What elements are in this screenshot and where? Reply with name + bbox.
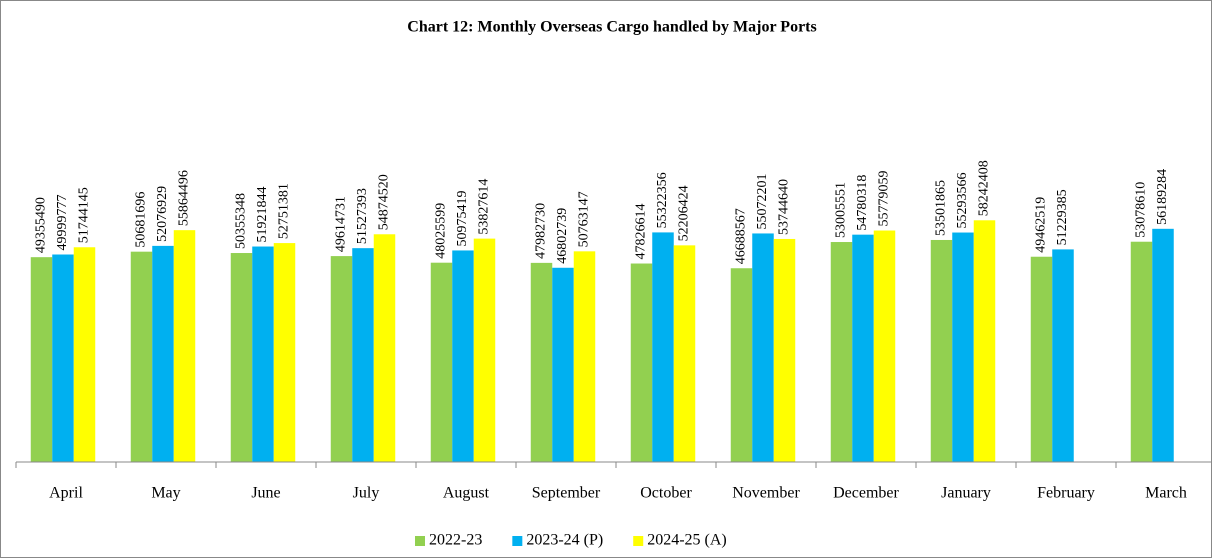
- data-label: 53744640: [777, 179, 792, 235]
- data-label: 51921844: [255, 187, 270, 243]
- bar: [730, 268, 753, 462]
- data-label: 55293566: [955, 173, 970, 229]
- x-tick-label: February: [1037, 485, 1095, 502]
- bar: [352, 248, 374, 462]
- bar: [752, 233, 774, 462]
- bar: [152, 245, 174, 462]
- bar: [552, 267, 574, 462]
- bar: [130, 251, 153, 462]
- chart-title: Chart 12: Monthly Overseas Cargo handled…: [407, 19, 816, 36]
- x-tick-label: April: [49, 485, 83, 502]
- bar: [652, 232, 674, 462]
- bar: [373, 234, 396, 462]
- data-label: 49999777: [55, 195, 70, 251]
- bar: [873, 230, 896, 462]
- bar: [73, 247, 96, 462]
- data-label: 55322356: [655, 172, 670, 228]
- data-label: 52751381: [277, 183, 292, 239]
- data-label: 50355348: [234, 193, 249, 249]
- bar: [530, 262, 553, 462]
- data-label: 48025599: [434, 203, 449, 259]
- bar: [573, 251, 596, 462]
- x-tick-label: May: [151, 485, 180, 502]
- data-label: 51744145: [77, 187, 92, 243]
- bar: [830, 242, 853, 462]
- data-label: 52206424: [677, 185, 692, 241]
- legend-label: 2022-23: [429, 532, 482, 549]
- legend-swatch: [512, 536, 523, 546]
- data-label: 56189284: [1155, 169, 1170, 225]
- data-label: 46688567: [734, 208, 749, 264]
- x-tick-label: July: [353, 485, 380, 502]
- legend-label: 2023-24 (P): [526, 532, 603, 549]
- x-tick-label: March: [1145, 485, 1187, 502]
- data-label: 53501865: [934, 180, 949, 236]
- data-label: 55072201: [755, 173, 770, 229]
- bar: [252, 246, 274, 462]
- legend-label: 2024-25 (A): [647, 532, 727, 549]
- bar: [473, 238, 496, 462]
- bar: [973, 220, 996, 462]
- data-label: 50763147: [577, 191, 592, 247]
- legend-swatch: [633, 536, 644, 546]
- data-label: 47982730: [534, 203, 549, 259]
- data-label: 51229385: [1055, 189, 1070, 245]
- data-label: 47826614: [634, 204, 649, 260]
- data-label: 53827614: [477, 179, 492, 235]
- x-tick-label: October: [640, 485, 692, 502]
- bar: [273, 243, 296, 462]
- bar: [430, 262, 453, 462]
- x-tick-label: June: [251, 485, 280, 502]
- bar: [452, 250, 474, 462]
- bar: [852, 234, 874, 462]
- data-label: 49614731: [334, 196, 349, 252]
- data-label: 53078610: [1134, 182, 1149, 238]
- data-label: 50975419: [455, 190, 470, 246]
- legend-swatch: [415, 536, 425, 546]
- x-tick-label: August: [443, 485, 490, 502]
- bar: [930, 239, 953, 462]
- bar: [1152, 228, 1174, 462]
- data-label: 54874520: [377, 174, 392, 230]
- bar: [173, 230, 196, 462]
- x-tick-label: September: [532, 485, 601, 502]
- bar: [52, 254, 74, 462]
- data-label: 55864496: [177, 170, 192, 226]
- bar: [230, 253, 253, 462]
- data-label: 52076929: [155, 186, 170, 242]
- data-label: 46802739: [555, 208, 570, 264]
- data-label: 58242408: [977, 160, 992, 216]
- bar: [330, 256, 353, 462]
- data-label: 54780318: [855, 175, 870, 231]
- data-label: 49355490: [34, 197, 49, 253]
- bar: [1030, 256, 1053, 462]
- bar: [773, 238, 796, 462]
- data-label: 49462519: [1034, 197, 1049, 253]
- bar: [673, 245, 696, 462]
- bar: [952, 232, 974, 462]
- bar: [630, 263, 653, 462]
- data-label: 51527393: [355, 188, 370, 244]
- data-label: 50681696: [134, 192, 149, 248]
- x-tick-label: January: [941, 485, 991, 502]
- bar: [1130, 241, 1153, 462]
- bar: [30, 257, 53, 462]
- data-label: 55779059: [877, 171, 892, 227]
- data-label: 53005551: [834, 182, 849, 238]
- x-tick-label: November: [732, 485, 800, 502]
- bar: [1052, 249, 1074, 462]
- x-tick-label: December: [833, 485, 899, 502]
